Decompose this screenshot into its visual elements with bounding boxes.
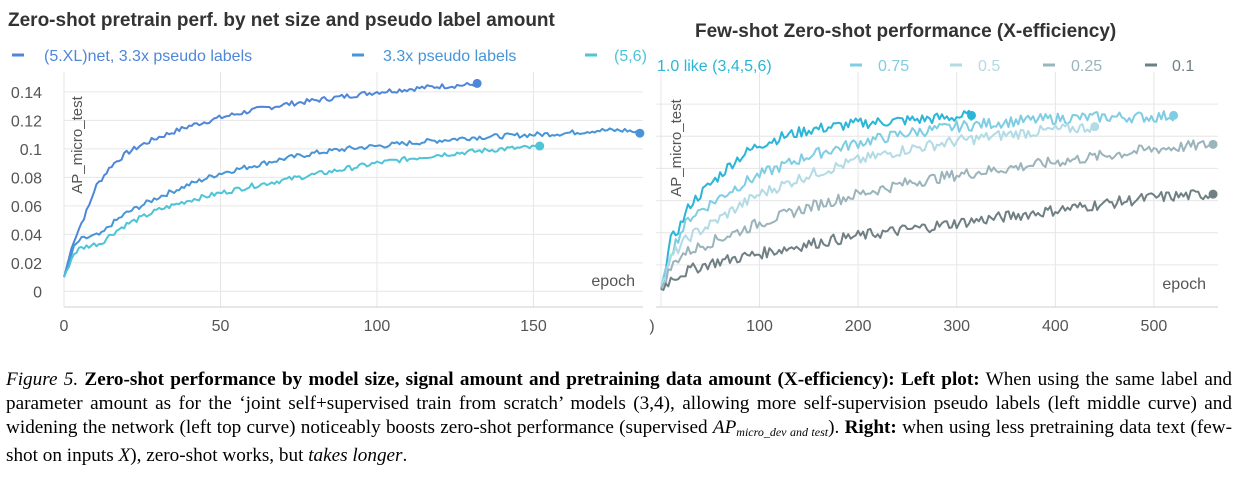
y-axis-label: AP_micro_test (668, 98, 685, 196)
chart-title: Zero-shot pretrain perf. by net size and… (8, 10, 556, 31)
x-tick-label: 200 (845, 318, 872, 335)
series-line-1 (659, 110, 1175, 290)
caption-heading: Zero-shot performance by model size, sig… (84, 369, 895, 390)
figure-caption: Figure 5. Zero-shot performance by model… (6, 368, 1232, 468)
caption-right-text-2: ), zero-shot works, but (130, 445, 304, 466)
series-line-2 (63, 142, 541, 278)
y-axis-label: AP_micro_test (69, 95, 86, 193)
caption-right-text: when using less pretraining data text (f… (6, 417, 1233, 466)
x-tick-label: 50 (212, 318, 230, 335)
series-line-3 (660, 139, 1214, 290)
legend-label: 0.5 (978, 58, 1000, 75)
y-tick-label: 0.14 (11, 85, 42, 102)
caption-left-label: Left plot: (900, 369, 980, 390)
caption-final-period: . (402, 445, 408, 466)
caption-italic-end: takes longer (308, 445, 403, 466)
caption-ap-symbol: APmicro_dev and test (712, 417, 829, 439)
caption-x-symbol: X (118, 445, 131, 466)
y-tick-label: 0 (33, 284, 42, 301)
figure-svg: 0 0.02 0.04 0.06 0.08 0.1 0.12 0.14 0 50 100 150 AP_… (8, 10, 1218, 335)
x-tick-label: 400 (1042, 318, 1069, 335)
legend-label: 0.25 (1071, 58, 1102, 75)
x-axis-label: epoch (591, 273, 635, 290)
series-end-point (472, 78, 482, 88)
x-tick-label: 500 (1141, 318, 1168, 335)
series-end-point (635, 128, 645, 138)
series-end-point (1169, 110, 1179, 120)
series-end-point (1208, 139, 1218, 149)
y-tick-label: 0.06 (11, 199, 42, 216)
y-tick-label: 0.08 (11, 170, 42, 187)
caption-left-text: When using the same label and parameter … (6, 369, 1233, 438)
legend-label: 1.0 like (3,4,5,6) (657, 58, 772, 75)
y-tick-label: 0.04 (11, 227, 42, 244)
plot-area-0 (64, 72, 643, 297)
series-line-1 (63, 127, 638, 278)
chart-title: Few-shot Zero-shot performance (X-effici… (695, 21, 1116, 42)
x-tick-label: 300 (943, 318, 970, 335)
legend-label: (5,6) (614, 48, 647, 65)
legend-label: (5.XL)net, 3.3x pseudo labels (44, 48, 252, 65)
y-tick-label: 0.02 (11, 256, 42, 273)
figure-label: Figure 5. (6, 369, 79, 390)
y-tick-label: 0.1 (20, 142, 42, 159)
caption-after-ap: ). (828, 417, 840, 438)
x-tick-label: 0 (60, 318, 69, 335)
x-tick-label: 150 (520, 318, 547, 335)
series-end-point (535, 141, 545, 151)
series-line-4 (660, 189, 1214, 291)
figure: 0 0.02 0.04 0.06 0.08 0.1 0.12 0.14 0 50 100 150 AP_… (8, 10, 1218, 335)
y-tick-label: 0.12 (11, 113, 42, 130)
x-tick-label: ) (649, 318, 654, 335)
series-end-point (1208, 189, 1218, 199)
caption-right-label: Right: (844, 417, 897, 438)
legend-label: 0.1 (1172, 58, 1194, 75)
series-line-2 (659, 121, 1096, 290)
series-end-point (967, 110, 977, 120)
series-line-0 (63, 80, 478, 278)
plot-area-1 (656, 72, 1218, 297)
x-tick-label: 100 (746, 318, 773, 335)
legend-label: 0.75 (878, 58, 909, 75)
x-axis-label: epoch (1162, 276, 1206, 293)
x-tick-label: 100 (364, 318, 391, 335)
series-end-point (1090, 122, 1100, 132)
legend-label: 3.3x pseudo labels (383, 48, 516, 65)
series-line-0 (659, 109, 973, 290)
